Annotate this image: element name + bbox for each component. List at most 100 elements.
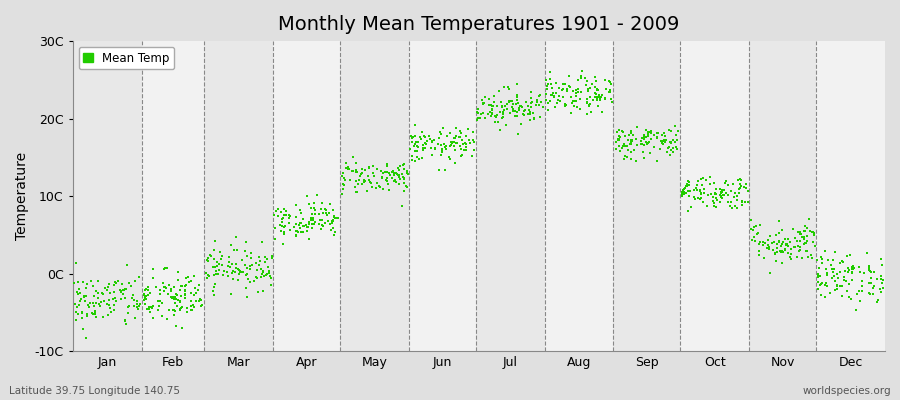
Point bbox=[509, 94, 524, 101]
Point bbox=[79, 293, 94, 299]
Point bbox=[453, 128, 467, 134]
Point bbox=[315, 200, 329, 206]
Point bbox=[145, 305, 159, 312]
Point bbox=[167, 312, 182, 318]
Point bbox=[707, 202, 722, 209]
Point bbox=[226, 268, 240, 274]
Point bbox=[201, 255, 215, 261]
Point bbox=[215, 261, 230, 268]
Point bbox=[654, 138, 669, 144]
Point bbox=[663, 138, 678, 145]
Point bbox=[626, 147, 641, 153]
Point bbox=[80, 312, 94, 319]
Point bbox=[418, 140, 432, 146]
Point bbox=[267, 212, 282, 218]
Point bbox=[81, 302, 95, 308]
Point bbox=[736, 184, 751, 191]
Point bbox=[710, 197, 724, 203]
Point bbox=[231, 267, 246, 273]
Point bbox=[453, 143, 467, 149]
Point bbox=[580, 99, 595, 105]
Point bbox=[615, 144, 629, 151]
Point bbox=[744, 237, 759, 244]
Point bbox=[495, 115, 509, 121]
Point bbox=[421, 133, 436, 139]
Point bbox=[146, 266, 160, 272]
Point bbox=[871, 296, 886, 303]
Point bbox=[581, 102, 596, 108]
Point bbox=[178, 291, 193, 297]
Point bbox=[547, 104, 562, 111]
Point bbox=[289, 228, 303, 234]
Point bbox=[563, 94, 578, 100]
Point bbox=[425, 137, 439, 144]
Point bbox=[395, 162, 410, 169]
Point bbox=[240, 271, 255, 277]
Point bbox=[372, 182, 386, 189]
Point bbox=[588, 74, 602, 80]
Point bbox=[374, 174, 389, 180]
Point bbox=[770, 241, 784, 248]
Point bbox=[363, 179, 377, 185]
Point bbox=[436, 125, 451, 131]
Point bbox=[803, 228, 817, 234]
Point bbox=[719, 178, 733, 185]
Point bbox=[801, 254, 815, 260]
Point bbox=[304, 221, 319, 228]
Point bbox=[364, 180, 378, 186]
Point bbox=[385, 175, 400, 182]
Point bbox=[575, 68, 590, 74]
Point bbox=[501, 86, 516, 92]
Point bbox=[553, 98, 567, 105]
Point bbox=[703, 174, 717, 180]
Point bbox=[708, 204, 723, 210]
Point bbox=[166, 307, 181, 313]
Point bbox=[410, 154, 424, 160]
Point bbox=[143, 309, 157, 316]
Point bbox=[88, 300, 103, 306]
Point bbox=[305, 214, 320, 221]
Point bbox=[821, 257, 835, 263]
Point bbox=[876, 277, 890, 283]
Point bbox=[634, 138, 648, 144]
Point bbox=[140, 306, 154, 312]
Point bbox=[439, 143, 454, 150]
Point bbox=[590, 87, 605, 93]
Point bbox=[815, 256, 830, 262]
Point bbox=[114, 296, 129, 302]
Point bbox=[289, 232, 303, 238]
Point bbox=[715, 189, 729, 196]
Point bbox=[307, 221, 321, 228]
Point bbox=[126, 303, 140, 309]
Point bbox=[580, 78, 594, 84]
Point bbox=[139, 296, 153, 302]
Point bbox=[289, 202, 303, 208]
Point bbox=[780, 242, 795, 249]
Point bbox=[319, 206, 333, 212]
Point bbox=[650, 134, 664, 141]
Point bbox=[434, 131, 448, 137]
Point bbox=[505, 104, 519, 110]
Point bbox=[552, 84, 566, 91]
Point bbox=[233, 268, 248, 274]
Point bbox=[292, 220, 307, 226]
Point bbox=[87, 293, 102, 299]
Point bbox=[602, 89, 616, 96]
Point bbox=[783, 256, 797, 262]
Point bbox=[449, 133, 464, 140]
Point bbox=[122, 310, 136, 316]
Point bbox=[748, 237, 762, 244]
Point bbox=[624, 140, 638, 146]
Point bbox=[752, 252, 766, 258]
Point bbox=[697, 175, 711, 182]
Point bbox=[478, 114, 492, 121]
Point bbox=[188, 290, 202, 297]
Point bbox=[772, 230, 787, 236]
Point bbox=[482, 102, 496, 108]
Point bbox=[239, 253, 254, 259]
Point bbox=[765, 239, 779, 246]
Point bbox=[641, 129, 655, 136]
Point bbox=[362, 164, 376, 171]
Point bbox=[160, 316, 175, 322]
Point bbox=[541, 106, 555, 113]
